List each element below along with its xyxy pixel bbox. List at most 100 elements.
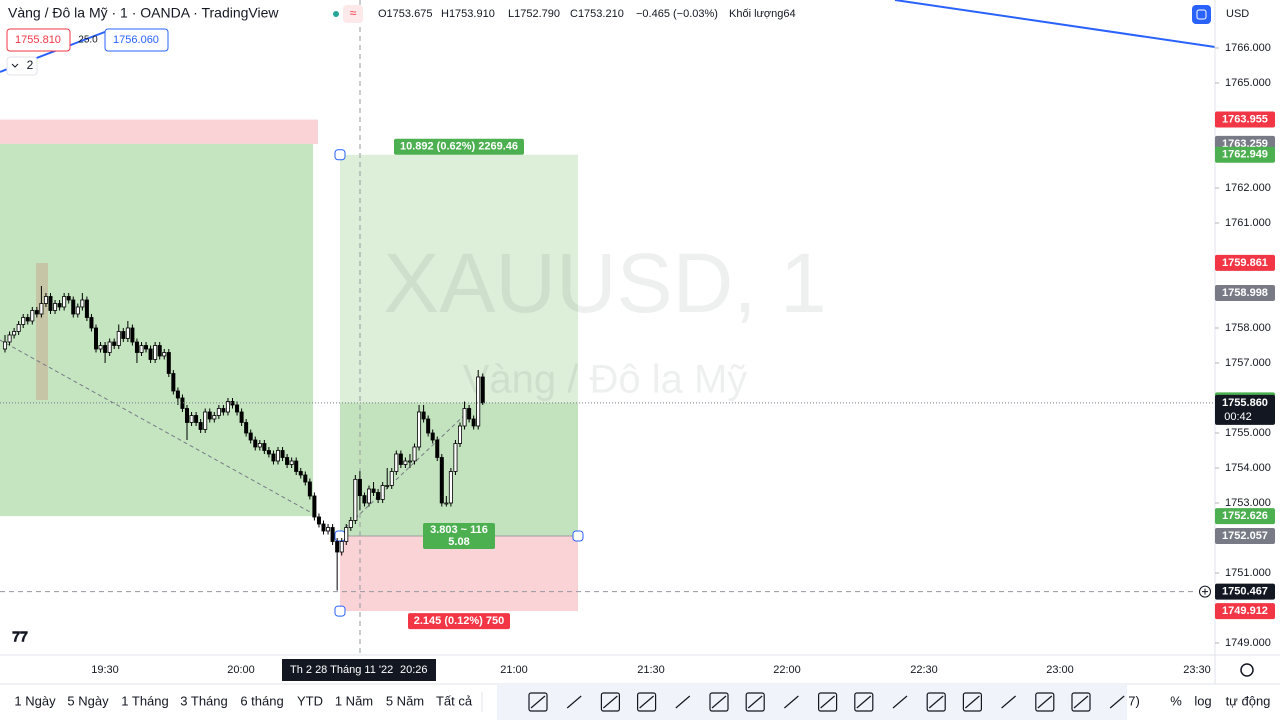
candle-body bbox=[476, 376, 481, 427]
drawing-tool[interactable] bbox=[926, 692, 946, 712]
settings-icon[interactable] bbox=[1240, 663, 1254, 677]
log-toggle[interactable]: log bbox=[1194, 693, 1211, 708]
candle-body bbox=[162, 352, 167, 357]
drawing-tool[interactable] bbox=[745, 692, 765, 712]
candle-body bbox=[212, 415, 217, 420]
candle-body bbox=[235, 404, 240, 413]
price-label-bg bbox=[1215, 603, 1275, 620]
realized-zone bbox=[340, 402, 578, 536]
candle-body bbox=[239, 411, 244, 423]
tv-logo: 𝟕𝟕 bbox=[12, 629, 28, 645]
y-tick-label: 1766.000 bbox=[1225, 42, 1271, 54]
candle-body bbox=[253, 439, 258, 448]
candle-body bbox=[417, 411, 422, 448]
ohlc-change: −0.465 (−0.03%) bbox=[636, 8, 718, 20]
handle[interactable] bbox=[334, 530, 346, 542]
crosshair-time-bg bbox=[282, 659, 436, 681]
candle-body bbox=[298, 471, 303, 476]
ohlc-high: H1753.910 bbox=[441, 8, 495, 20]
candle-body bbox=[348, 520, 353, 528]
crosshair-time: 20:26 bbox=[400, 664, 428, 676]
bottom-bar: 1 Ngày 5 Ngày 1 Tháng 3 Tháng 6 tháng YTD 1 Nă… bbox=[14, 692, 1270, 712]
candle-body bbox=[330, 527, 335, 542]
spread: 25.0 bbox=[78, 35, 98, 46]
candle-body bbox=[184, 408, 189, 423]
drawing-tool[interactable] bbox=[1071, 692, 1091, 712]
drawing-tool[interactable] bbox=[709, 692, 729, 712]
handle[interactable] bbox=[572, 530, 584, 542]
candle-body bbox=[389, 471, 394, 486]
drawing-tool-glyph bbox=[747, 695, 763, 709]
candle-body bbox=[403, 460, 408, 465]
y-tick-label: 1755.000 bbox=[1225, 427, 1271, 439]
candle-body bbox=[3, 341, 8, 350]
ratio-label: 3.803 ~ 116 bbox=[430, 524, 488, 536]
candle-body bbox=[75, 306, 80, 315]
candle-body bbox=[289, 460, 294, 465]
candle-body bbox=[467, 408, 472, 420]
drawing-tool-glyph bbox=[965, 695, 980, 709]
candle-body bbox=[148, 348, 153, 360]
candle-body bbox=[262, 443, 267, 451]
candle-body bbox=[125, 327, 130, 339]
x-tick-label: 20:00 bbox=[227, 664, 255, 676]
sell-button[interactable] bbox=[6, 28, 71, 52]
range-button[interactable]: 3 Tháng bbox=[180, 693, 227, 708]
drawing-tool-glyph bbox=[566, 695, 582, 709]
drawing-toolbar bbox=[497, 684, 1127, 720]
ohlc-close: C1753.210 bbox=[570, 8, 624, 20]
range-button[interactable]: Tất cả bbox=[436, 693, 473, 708]
candle-body bbox=[171, 373, 176, 392]
buy-button[interactable] bbox=[104, 28, 169, 52]
candle-body bbox=[89, 317, 94, 329]
drawing-tool-glyph bbox=[820, 695, 835, 709]
drawing-tool[interactable] bbox=[962, 692, 983, 712]
range-button[interactable]: 6 tháng bbox=[240, 693, 283, 708]
candle-body bbox=[321, 523, 326, 532]
drawing-tool-glyph bbox=[784, 695, 799, 709]
handle[interactable] bbox=[334, 149, 346, 161]
candle-body bbox=[462, 408, 467, 427]
range-button[interactable]: 1 Tháng bbox=[121, 693, 168, 708]
drawing-tool-glyph bbox=[1037, 695, 1053, 709]
y-tick-label: 1758.000 bbox=[1225, 322, 1271, 334]
auto-toggle[interactable]: tự động bbox=[1226, 693, 1271, 708]
candle-body bbox=[21, 317, 26, 325]
candle-body bbox=[71, 299, 76, 315]
candle-body bbox=[221, 408, 226, 413]
drawing-tool-glyph bbox=[1073, 695, 1089, 709]
candle-body bbox=[307, 481, 312, 497]
watermark-subtitle: Vàng / Đô la Mỹ bbox=[463, 358, 748, 402]
drawing-tool[interactable] bbox=[528, 692, 548, 712]
candle-body bbox=[103, 345, 108, 353]
trend-line bbox=[894, 0, 1216, 48]
price-label-bg bbox=[1215, 394, 1275, 425]
drawing-tool-glyph bbox=[856, 695, 872, 709]
range-button[interactable]: 5 Ngày bbox=[67, 693, 109, 708]
drawing-tool[interactable] bbox=[636, 692, 657, 712]
range-button[interactable]: 1 Ngày bbox=[14, 693, 56, 708]
currency[interactable]: USD bbox=[1226, 8, 1249, 20]
candle-body bbox=[439, 457, 444, 504]
drawing-tool[interactable] bbox=[817, 692, 838, 712]
sync-button[interactable] bbox=[1192, 5, 1211, 24]
candle-body bbox=[294, 460, 299, 472]
candle-body bbox=[457, 425, 462, 444]
price-label: 1758.998 bbox=[1222, 287, 1268, 299]
indicators-toggle[interactable] bbox=[6, 56, 38, 76]
range-button[interactable]: 1 Năm bbox=[335, 693, 373, 708]
y-tick-label: 1757.000 bbox=[1225, 357, 1271, 369]
percent-toggle[interactable]: % bbox=[1170, 693, 1182, 708]
range-button[interactable]: YTD bbox=[297, 693, 323, 708]
drawing-tool[interactable] bbox=[600, 692, 621, 712]
candle-body bbox=[53, 303, 58, 311]
crosshair-date: Th 2 28 Tháng 11 '22 bbox=[290, 664, 393, 676]
handle[interactable] bbox=[334, 605, 346, 617]
price-label: 1752.057 bbox=[1222, 530, 1268, 542]
range-button[interactable]: 5 Năm bbox=[386, 693, 424, 708]
drawing-tool[interactable] bbox=[1035, 692, 1055, 712]
candle-body bbox=[225, 401, 230, 413]
drawing-tool[interactable] bbox=[854, 692, 874, 712]
candle-body bbox=[207, 411, 212, 420]
